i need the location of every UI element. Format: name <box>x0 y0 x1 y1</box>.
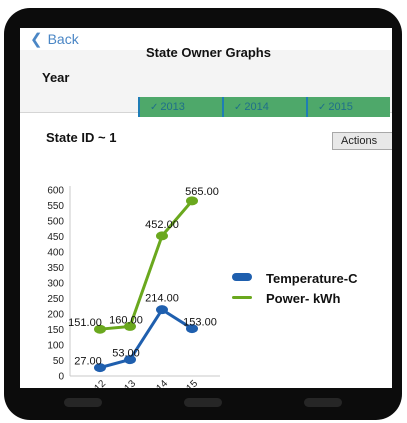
data-label: 160.00 <box>109 314 143 326</box>
recent-apps-icon[interactable] <box>304 398 342 407</box>
data-label: 151.00 <box>68 317 102 329</box>
data-label: 565.00 <box>185 186 219 198</box>
x-tick-label: 2012 <box>85 378 109 388</box>
legend-label: Temperature-C <box>266 271 358 286</box>
year-tabs: ✓ 2013 ✓ 2014 ✓ 2015 <box>138 97 390 117</box>
tab-label: 2014 <box>244 101 269 113</box>
tab-year-2015[interactable]: ✓ 2015 <box>306 97 390 117</box>
y-tick-label: 400 <box>47 248 64 259</box>
y-tick-label: 350 <box>47 263 64 274</box>
data-label: 214.00 <box>145 293 179 305</box>
home-icon[interactable] <box>184 398 222 407</box>
app-screen: Year ✓ 2013 ✓ 2014 ✓ 2015 ❮ Back State Owner… <box>20 28 392 388</box>
data-point <box>156 231 168 241</box>
y-tick-label: 50 <box>53 356 65 367</box>
data-point <box>156 305 168 315</box>
phone-frame: Year ✓ 2013 ✓ 2014 ✓ 2015 ❮ Back State Owner… <box>4 8 402 420</box>
chart-series: 27.00 53.00 214.00 153.00 151.00 160.00 452.00… <box>68 186 219 373</box>
data-label: 153.00 <box>183 317 217 329</box>
y-tick-label: 100 <box>47 341 64 352</box>
x-tick-label: 2013 <box>115 378 139 388</box>
y-axis: 0 50 100 150 200 250 300 350 400 450 500 550 600 <box>47 186 71 383</box>
check-icon: ✓ <box>150 102 159 113</box>
tab-year-2013[interactable]: ✓ 2013 <box>138 97 222 117</box>
series-line <box>99 308 193 370</box>
x-axis: 2012 2013 2014 2015 <box>70 375 220 388</box>
legend-label: Power- kWh <box>266 291 341 306</box>
data-point <box>124 321 136 331</box>
data-point <box>124 355 136 365</box>
android-nav-bar <box>4 388 402 418</box>
y-tick-label: 500 <box>47 217 64 228</box>
x-tick-label: 2015 <box>177 378 201 388</box>
y-tick-label: 600 <box>47 186 64 197</box>
y-tick-label: 200 <box>47 310 64 321</box>
y-tick-label: 250 <box>47 294 64 305</box>
y-tick-label: 550 <box>47 201 64 212</box>
data-label: 452.00 <box>145 219 179 231</box>
filter-header: Year ✓ 2013 ✓ 2014 ✓ 2015 <box>20 50 392 117</box>
tab-year-2014[interactable]: ✓ 2014 <box>222 97 306 117</box>
check-icon: ✓ <box>318 102 327 113</box>
legend-marker <box>232 296 252 299</box>
y-tick-label: 300 <box>47 279 64 290</box>
data-point <box>186 196 198 206</box>
y-tick-label: 150 <box>47 325 64 336</box>
tab-label: 2015 <box>328 101 353 113</box>
y-tick-label: 450 <box>47 232 64 243</box>
x-tick-label: 2014 <box>147 378 171 388</box>
line-chart: 0 50 100 150 200 250 300 350 400 450 500 550 600 201… <box>47 186 220 388</box>
tab-label: 2013 <box>160 101 185 113</box>
page-title: State Owner Graphs <box>146 45 271 60</box>
series-line <box>99 199 194 331</box>
check-icon: ✓ <box>234 102 243 113</box>
data-label: 27.00 <box>74 356 102 368</box>
y-tick-label: 0 <box>58 372 64 383</box>
chart-panel: State ID ~ 1 Actions 0 50 100 150 200 250 300 3… <box>20 118 392 388</box>
data-point <box>186 324 198 334</box>
data-point <box>94 363 106 373</box>
chevron-left-icon: ❮ <box>30 31 43 48</box>
data-point <box>94 324 106 334</box>
year-label: Year <box>42 70 70 85</box>
back-button[interactable]: ❮ Back <box>30 30 79 48</box>
back-label: Back <box>47 31 79 47</box>
back-icon[interactable] <box>64 398 102 407</box>
data-label: 53.00 <box>112 348 140 360</box>
legend-marker <box>232 273 252 281</box>
actions-button[interactable]: Actions <box>332 132 392 150</box>
top-bar: ❮ Back <box>20 28 392 50</box>
state-id-label: State ID ~ 1 <box>46 130 117 145</box>
